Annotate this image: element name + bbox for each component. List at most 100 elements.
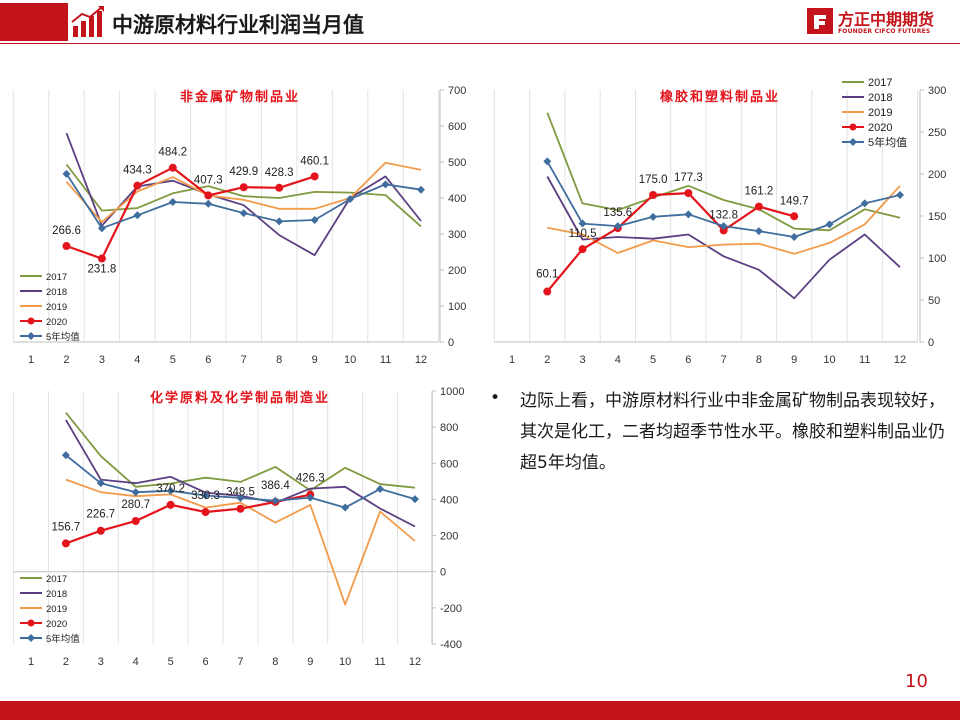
header-divider xyxy=(0,43,960,44)
legend-label: 5年均值 xyxy=(46,633,80,645)
legend-label: 5年均值 xyxy=(868,135,907,149)
company-logo: 方正中期期货 FOUNDER CIFCO FUTURES xyxy=(806,6,946,40)
data-point-5yr-avg xyxy=(61,451,70,460)
data-point-5yr-avg xyxy=(239,209,248,218)
data-point-5yr-avg xyxy=(166,486,175,495)
x-tick-label: 4 xyxy=(133,656,139,668)
data-label-2020: 175.0 xyxy=(639,174,668,186)
data-point-5yr-avg xyxy=(754,227,763,236)
data-point-5yr-avg xyxy=(417,185,425,194)
header-accent-bar xyxy=(0,3,68,41)
data-point-2020 xyxy=(649,191,658,199)
data-point-2020 xyxy=(275,183,284,192)
data-point-5yr-avg xyxy=(411,495,419,504)
data-label-2020: 231.8 xyxy=(88,264,117,276)
x-tick-label: 1 xyxy=(509,354,515,366)
logo-english-name: FOUNDER CIFCO FUTURES xyxy=(838,28,931,35)
commentary-text: 边际上看，中游原材料行业中非金属矿物制品表现较好，其次是化工，二者均超季节性水平… xyxy=(520,391,945,473)
data-point-2020 xyxy=(168,163,177,172)
y-tick-label: 100 xyxy=(448,301,466,313)
x-tick-label: 3 xyxy=(579,354,585,366)
legend-label: 2017 xyxy=(46,574,67,585)
data-point-5yr-avg xyxy=(613,222,622,231)
data-point-5yr-avg xyxy=(719,222,728,231)
y-tick-label: 400 xyxy=(448,193,466,205)
series-line-2019 xyxy=(547,185,901,255)
x-tick-label: 12 xyxy=(894,354,906,366)
data-point-5yr-avg xyxy=(306,493,315,502)
data-label-2020: 407.3 xyxy=(194,174,223,186)
x-tick-label: 10 xyxy=(823,354,835,366)
data-point-5yr-avg xyxy=(341,503,350,512)
y-tick-label: 50 xyxy=(928,295,940,307)
x-tick-label: 6 xyxy=(202,656,208,668)
data-point-2020 xyxy=(684,189,693,198)
data-label-2020: 330.3 xyxy=(191,490,220,502)
data-point-5yr-avg xyxy=(204,199,213,208)
x-tick-label: 2 xyxy=(63,656,69,668)
data-point-5yr-avg xyxy=(131,488,140,497)
data-label-2020: 460.1 xyxy=(300,155,329,167)
x-tick-label: 1 xyxy=(28,656,34,668)
commentary-bullet: • xyxy=(490,388,501,408)
x-tick-label: 8 xyxy=(272,656,278,668)
y-tick-label: 800 xyxy=(440,422,458,434)
y-tick-label: 300 xyxy=(928,85,946,97)
x-tick-label: 7 xyxy=(721,354,727,366)
data-point-5yr-avg xyxy=(376,484,385,493)
series-line-2018 xyxy=(546,176,901,300)
y-tick-label: 1000 xyxy=(440,386,464,398)
x-tick-label: 3 xyxy=(99,354,105,366)
legend-label: 2017 xyxy=(46,272,67,283)
data-point-2020 xyxy=(166,500,175,509)
logo-mark-icon xyxy=(807,8,833,34)
data-label-2020: 110.5 xyxy=(569,228,597,240)
data-point-5yr-avg xyxy=(684,210,693,219)
x-tick-label: 4 xyxy=(615,354,621,366)
data-point-5yr-avg xyxy=(168,197,177,206)
legend-label: 2018 xyxy=(868,92,892,104)
x-tick-label: 2 xyxy=(544,354,550,366)
data-point-2020 xyxy=(578,245,587,254)
legend-label: 2020 xyxy=(46,619,67,630)
series-line-2018 xyxy=(65,132,422,257)
series-line-2020 xyxy=(65,493,311,545)
data-point-5yr-avg xyxy=(346,195,355,204)
data-label-2020: 348.5 xyxy=(226,487,255,499)
series-line-2020 xyxy=(66,166,315,260)
x-tick-label: 9 xyxy=(312,354,318,366)
legend-label: 2019 xyxy=(46,302,67,313)
y-tick-label: 300 xyxy=(448,229,466,241)
y-tick-label: 200 xyxy=(440,531,458,543)
x-tick-label: 5 xyxy=(170,354,176,366)
data-point-2020 xyxy=(790,212,799,221)
data-point-2020 xyxy=(754,202,763,211)
x-tick-label: 7 xyxy=(241,354,247,366)
data-point-2020 xyxy=(239,183,248,192)
legend-marker xyxy=(849,123,857,131)
data-label-2020: 60.1 xyxy=(536,269,558,281)
x-tick-label: 5 xyxy=(650,354,656,366)
data-point-2020 xyxy=(96,526,105,535)
legend-marker xyxy=(27,332,35,340)
y-tick-label: 500 xyxy=(448,157,466,169)
x-tick-label: 7 xyxy=(237,656,243,668)
page-number: 10 xyxy=(905,671,928,692)
x-tick-label: 8 xyxy=(276,354,282,366)
data-label-2020: 426.3 xyxy=(296,473,325,485)
y-tick-label: -200 xyxy=(440,603,462,615)
x-tick-label: 10 xyxy=(344,354,356,366)
data-point-5yr-avg xyxy=(381,180,390,189)
data-label-2020: 386.4 xyxy=(261,480,290,492)
legend-label: 2020 xyxy=(46,317,67,328)
y-tick-label: 600 xyxy=(448,121,466,133)
data-label-2020: 429.9 xyxy=(229,166,258,178)
data-label-2020: 280.7 xyxy=(121,499,150,511)
legend-marker xyxy=(849,138,857,146)
series-line-2017 xyxy=(546,112,901,232)
data-point-2020 xyxy=(61,539,70,548)
data-point-5yr-avg xyxy=(275,217,284,226)
